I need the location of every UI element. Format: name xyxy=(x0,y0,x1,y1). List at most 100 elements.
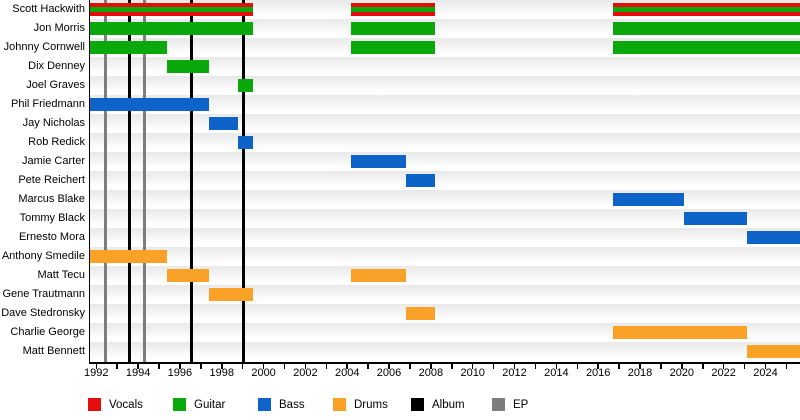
role-stripe xyxy=(351,7,436,12)
member-bar-bass xyxy=(90,98,210,112)
x-axis-year-label: 1994 xyxy=(125,366,151,379)
timeline-row-background xyxy=(90,76,800,96)
member-name-label: Jamie Carter xyxy=(22,155,85,168)
ep-release-line xyxy=(142,0,146,362)
member-name-label: Joel Graves xyxy=(26,79,85,92)
ep-release-line xyxy=(104,0,108,362)
timeline-row-background xyxy=(90,171,800,191)
x-axis-tick xyxy=(555,363,558,369)
member-bar-bass xyxy=(209,117,239,131)
legend-label: Vocals xyxy=(109,398,143,411)
timeline-row-background xyxy=(90,152,800,172)
x-axis-tick xyxy=(681,363,683,369)
x-axis-year-label: 2014 xyxy=(544,366,569,379)
member-bar-bass xyxy=(351,155,406,169)
legend-label: EP xyxy=(513,398,529,411)
x-axis-year-label: 2000 xyxy=(251,366,276,379)
x-axis-year-label: 2002 xyxy=(293,366,318,379)
legend-item-guitar: Guitar xyxy=(173,398,225,411)
x-axis-year-label: 1992 xyxy=(84,366,109,379)
x-axis-tick xyxy=(722,363,725,369)
legend-item-drums: Drums xyxy=(333,398,388,411)
x-axis-tick xyxy=(513,363,516,369)
legend-item-ep: EP xyxy=(492,398,528,411)
x-axis-tick xyxy=(471,363,474,369)
legend-item-album: Album xyxy=(411,398,465,411)
x-axis-tick xyxy=(221,363,223,369)
x-axis-year-label: 2006 xyxy=(376,366,402,379)
member-name-label: Jon Morris xyxy=(33,22,85,35)
legend-label: Drums xyxy=(354,398,388,411)
x-axis-tick xyxy=(702,363,704,369)
member-bar-vocals-guitar xyxy=(612,3,800,16)
x-axis-year-label: 2004 xyxy=(334,366,360,379)
x-axis-year-label: 1996 xyxy=(167,366,193,379)
member-bar-vocals-guitar xyxy=(90,3,254,16)
member-name-label: Matt Tecu xyxy=(37,269,86,282)
timeline-row-background xyxy=(90,209,800,229)
legend-item-bass: Bass xyxy=(258,398,305,411)
member-name-label: Charlie George xyxy=(10,326,85,339)
member-bar-guitar xyxy=(351,22,436,36)
member-name-label: Marcus Blake xyxy=(18,193,85,206)
member-name-label: Anthony Smedile xyxy=(1,250,85,263)
x-axis-tick xyxy=(388,363,390,369)
x-axis-tick xyxy=(346,363,348,369)
timeline-row-background xyxy=(90,114,800,134)
role-stripe xyxy=(90,7,254,12)
x-axis-year-label: 2010 xyxy=(460,366,485,379)
timeline-row-background xyxy=(90,304,800,324)
member-name-label: Scott Hackwith xyxy=(12,3,85,15)
member-bar-bass xyxy=(405,174,436,188)
legend-item-vocals: Vocals xyxy=(88,398,143,411)
member-bar-drums xyxy=(405,307,436,321)
role-stripe xyxy=(351,3,436,8)
role-stripe xyxy=(90,3,254,8)
x-axis-tick xyxy=(492,363,495,369)
x-axis-tick xyxy=(283,363,286,369)
timeline-row-background xyxy=(90,266,800,286)
x-axis-year-label: 2018 xyxy=(627,366,653,379)
x-axis-tick xyxy=(200,363,202,369)
member-bar-drums xyxy=(90,250,168,264)
member-bar-drums xyxy=(209,288,254,302)
member-name-label: Tommy Black xyxy=(19,212,85,225)
x-axis-tick xyxy=(409,363,411,369)
x-axis-tick xyxy=(576,363,579,369)
timeline-row-background xyxy=(90,190,800,210)
x-axis-line xyxy=(88,361,800,364)
legend-label: Guitar xyxy=(194,398,226,411)
role-stripe xyxy=(351,11,436,16)
timeline-row-background xyxy=(90,228,800,248)
x-axis-year-label: 2020 xyxy=(669,366,695,379)
x-axis-tick xyxy=(430,363,432,369)
x-axis-year-label: 2008 xyxy=(418,366,444,379)
album-release-line xyxy=(242,0,246,362)
ep-color-swatch xyxy=(492,398,505,411)
member-name-label: Dix Denney xyxy=(28,60,85,73)
member-bar-drums xyxy=(167,269,210,283)
x-axis-tick xyxy=(639,363,641,369)
x-axis-tick xyxy=(597,363,599,369)
album-color-swatch xyxy=(411,398,424,411)
member-bar-guitar xyxy=(90,41,168,55)
member-bar-guitar xyxy=(612,22,800,36)
x-axis-tick xyxy=(451,363,453,369)
x-axis-tick xyxy=(325,363,328,369)
x-axis-year-label: 2022 xyxy=(711,366,736,379)
member-name-label: Pete Reichert xyxy=(18,174,85,187)
member-name-label: Ernesto Mora xyxy=(18,231,85,244)
x-axis-tick xyxy=(95,363,98,369)
member-bar-guitar xyxy=(167,60,210,74)
x-axis-tick xyxy=(764,363,767,369)
timeline-row-background xyxy=(90,342,800,362)
member-name-label: Johnny Cornwell xyxy=(3,41,85,54)
x-axis-tick xyxy=(785,363,788,369)
timeline-row-background xyxy=(90,133,800,153)
x-axis-tick xyxy=(116,363,118,369)
member-bar-bass xyxy=(746,231,800,245)
x-axis-year-label: 2024 xyxy=(753,366,778,379)
album-release-line xyxy=(189,0,193,362)
timeline-row-background xyxy=(90,95,800,115)
timeline-row-background xyxy=(90,247,800,267)
